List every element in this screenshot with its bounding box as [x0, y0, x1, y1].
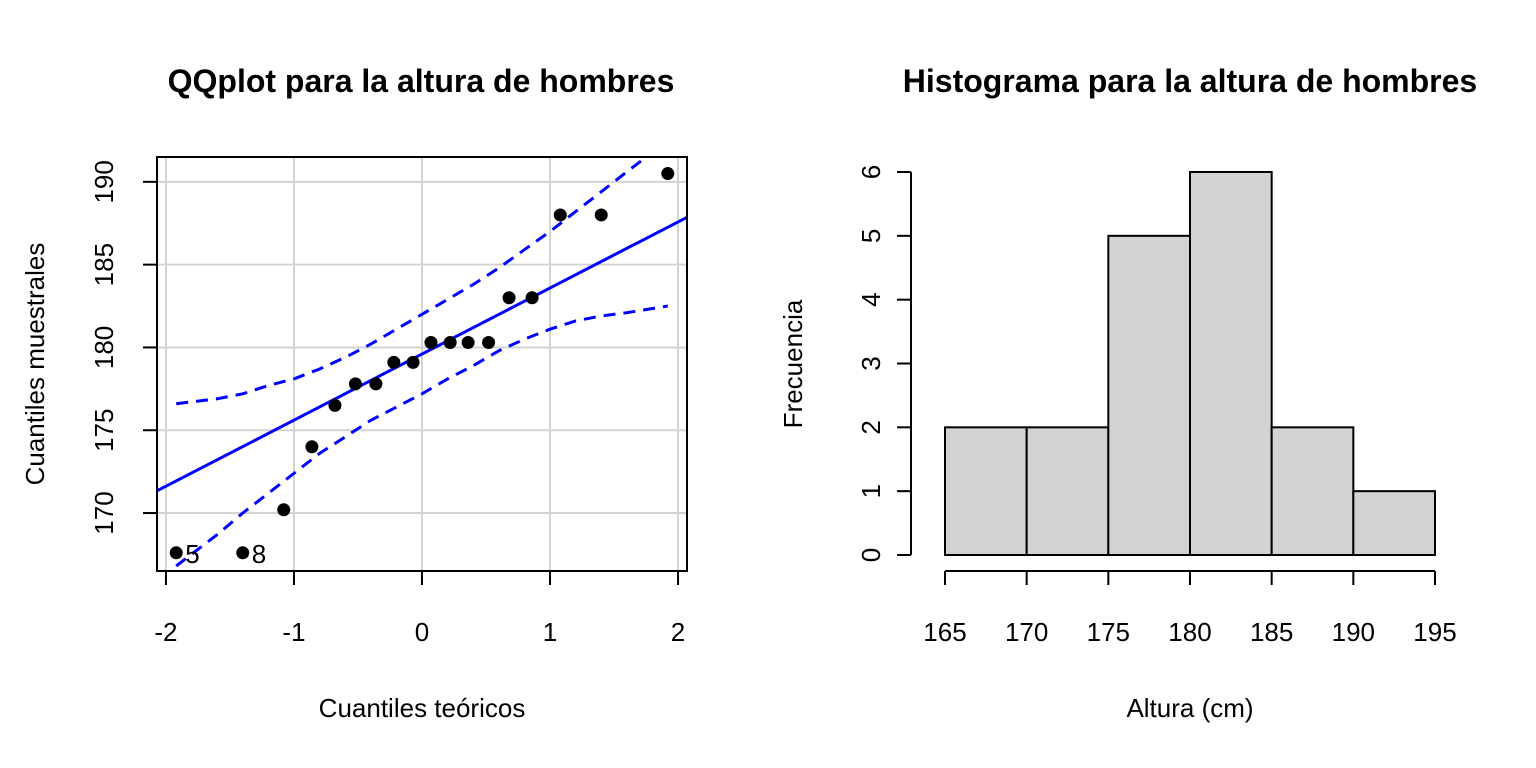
- y-tick-label: 5: [856, 229, 886, 243]
- x-tick-label: 0: [415, 617, 429, 647]
- histogram-bars: [944, 171, 1437, 557]
- y-tick-label: 175: [89, 409, 119, 452]
- qqplot-grid: [157, 157, 687, 571]
- qqplot-y-label: Cuantiles muestrales: [20, 243, 50, 486]
- histogram-title: Histograma para la altura de hombres: [903, 63, 1477, 99]
- data-point: [502, 291, 516, 305]
- data-point: [277, 503, 291, 517]
- histogram-panel: Histograma para la altura de hombres 165…: [778, 63, 1477, 723]
- data-point: [461, 335, 475, 349]
- qqplot-x-axis: -2 -1 0 1 2: [154, 570, 685, 647]
- data-point: [424, 335, 438, 349]
- data-point: [348, 377, 362, 391]
- data-point: [236, 546, 250, 560]
- y-tick-label: 170: [89, 491, 119, 534]
- y-tick-label: 190: [89, 160, 119, 203]
- histogram-bar: [1189, 171, 1273, 556]
- y-tick-label: 180: [89, 326, 119, 369]
- qqplot-x-label: Cuantiles teóricos: [319, 693, 526, 723]
- histogram-x-label: Altura (cm): [1126, 693, 1253, 723]
- histogram-x-axis: 165 170 175 180 185 190 195: [923, 570, 1457, 647]
- data-point: [594, 208, 608, 222]
- data-point: [387, 355, 401, 369]
- envelope-lower-line: [175, 304, 669, 568]
- y-tick-label: 1: [856, 484, 886, 498]
- x-tick-label: 180: [1168, 617, 1211, 647]
- y-tick-label: 4: [856, 292, 886, 306]
- y-tick-label: 3: [856, 356, 886, 370]
- y-tick-label: 185: [89, 243, 119, 286]
- x-tick-label: 190: [1332, 617, 1375, 647]
- point-label: 5: [185, 539, 199, 569]
- histogram-bar: [1107, 234, 1192, 556]
- qqplot-reference-line: [157, 215, 687, 493]
- data-point: [482, 335, 496, 349]
- reference-line: [157, 215, 687, 493]
- x-tick-label: -2: [154, 617, 177, 647]
- histogram-bar: [944, 426, 1028, 557]
- x-tick-label: -1: [282, 617, 305, 647]
- qqplot-y-axis: 170 175 180 185 190: [89, 160, 157, 535]
- histogram-bar: [1270, 426, 1355, 557]
- y-tick-label: 0: [856, 548, 886, 562]
- data-point: [305, 440, 319, 454]
- data-point: [661, 167, 675, 181]
- y-tick-label: 2: [856, 420, 886, 434]
- histogram-bar: [1352, 490, 1437, 556]
- qqplot-confidence-envelope: [175, 157, 669, 568]
- x-tick-label: 165: [923, 617, 966, 647]
- x-tick-label: 170: [1005, 617, 1048, 647]
- histogram-y-label: Frecuencia: [778, 299, 808, 428]
- point-label: 8: [252, 539, 266, 569]
- x-tick-label: 195: [1413, 617, 1456, 647]
- data-point: [169, 546, 183, 560]
- data-point: [525, 291, 539, 305]
- x-tick-label: 2: [671, 617, 685, 647]
- x-tick-label: 175: [1087, 617, 1130, 647]
- y-tick-label: 6: [856, 165, 886, 179]
- data-point: [443, 335, 457, 349]
- x-tick-label: 1: [543, 617, 557, 647]
- x-tick-label: 185: [1250, 617, 1293, 647]
- data-point: [328, 398, 342, 412]
- data-point: [369, 377, 383, 391]
- envelope-upper-line: [176, 157, 649, 406]
- data-point: [406, 355, 420, 369]
- qqplot-title: QQplot para la altura de hombres: [168, 63, 675, 99]
- qqplot-points: [169, 167, 675, 560]
- histogram-bar: [1025, 426, 1110, 557]
- data-point: [553, 208, 567, 222]
- histogram-y-axis: 0 1 2 3 4 5 6: [856, 165, 912, 562]
